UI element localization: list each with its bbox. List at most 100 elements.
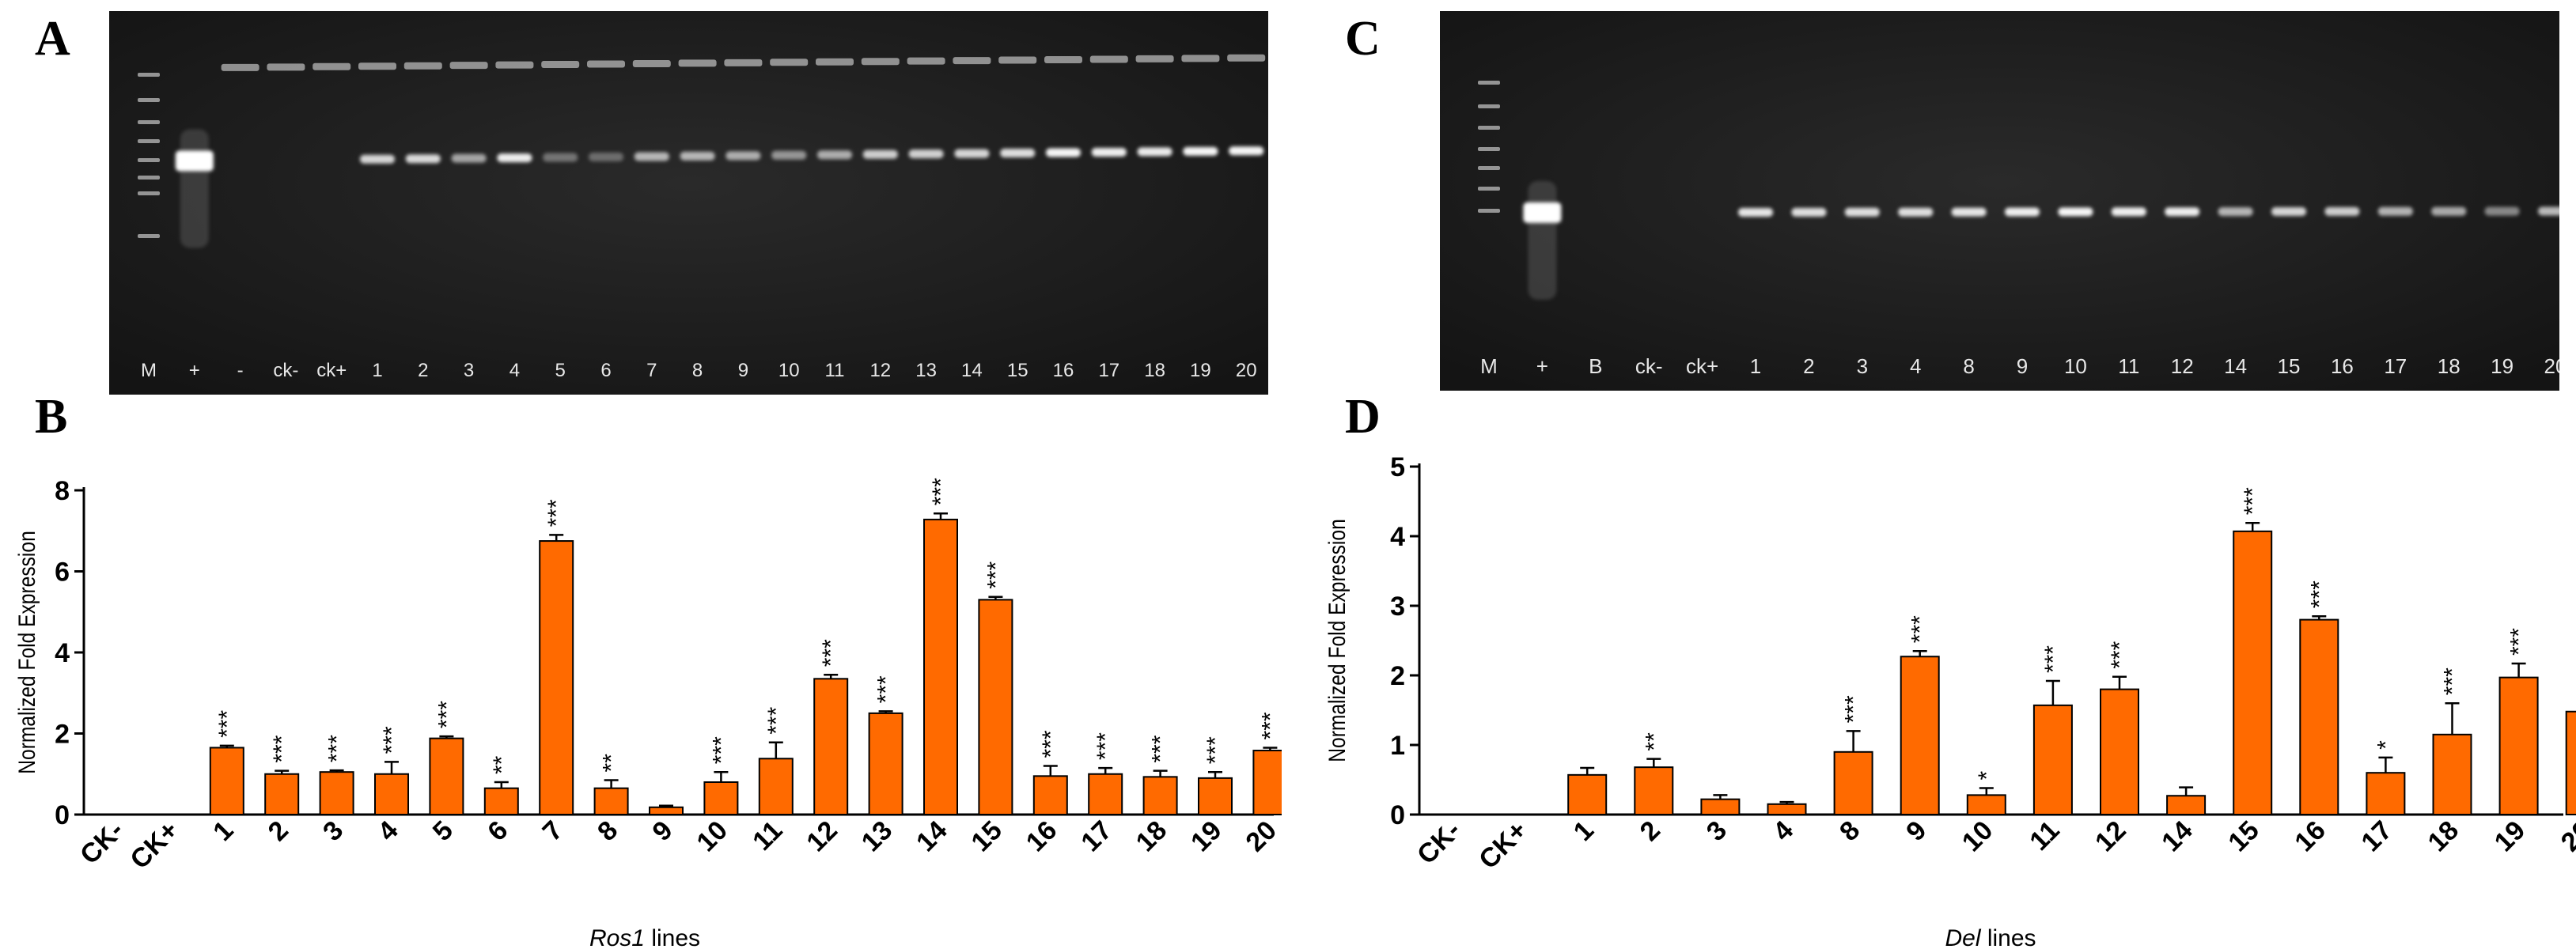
y-tick-label: 2	[55, 720, 70, 750]
y-tick-label: 1	[1390, 731, 1405, 761]
panel-letter-b: B	[35, 390, 68, 444]
gel-lane-label: 11	[825, 360, 845, 381]
bar	[2565, 710, 2576, 816]
ladder-band	[1478, 81, 1500, 85]
gel-lane-label: 8	[692, 360, 703, 381]
gel-a-canvas: M + - ck-ck+ 1 2 3 4 5 6 7 8 9 10 11 12 13 14 15 16 17 18 19 20	[109, 11, 1268, 395]
bar	[264, 773, 300, 815]
x-tick-label: 6	[482, 815, 513, 847]
y-axis-label: Normalized Fold Expression	[13, 531, 40, 774]
pcr-band	[1791, 207, 1827, 217]
pcr-band	[2271, 207, 2306, 216]
pcr-band	[908, 149, 944, 159]
x-tick-label: 19	[2489, 815, 2532, 858]
pcr-band	[725, 151, 761, 161]
x-tick-label: 3	[317, 815, 349, 847]
pcr-band	[954, 149, 990, 158]
x-tick-label: 15	[2222, 815, 2265, 858]
ladder-band	[1478, 209, 1500, 213]
gel-lane-label: M	[141, 360, 157, 381]
gel-lane-label: B	[1589, 354, 1602, 378]
x-tick-label: 12	[801, 815, 843, 858]
ladder-band	[1478, 126, 1500, 130]
gel-lane-label: 16	[2331, 354, 2354, 378]
gel-lane-label: 14	[2224, 354, 2247, 378]
pcr-band	[634, 152, 669, 161]
x-tick-label: 1	[207, 815, 239, 847]
gel-well	[632, 59, 671, 67]
pcr-band	[1523, 202, 1562, 223]
bar	[2166, 795, 2207, 815]
bar	[868, 712, 903, 815]
bar	[374, 773, 409, 815]
significance-marker: ***	[2506, 628, 2532, 656]
pcr-band	[2538, 206, 2559, 216]
gel-lane-label: 8	[1963, 354, 1974, 378]
gel-lane-label: 20	[1236, 360, 1257, 381]
ladder-band	[138, 176, 160, 180]
x-tick-label: 12	[2089, 815, 2132, 858]
bar	[593, 787, 629, 815]
gel-well	[403, 62, 442, 70]
significance-marker: ***	[1093, 732, 1119, 760]
gel-well	[998, 56, 1037, 64]
x-tick-label: CK+	[1473, 815, 1533, 875]
pcr-band	[862, 149, 898, 159]
significance-marker: ***	[2107, 641, 2133, 668]
bar	[758, 758, 794, 815]
gel-well	[1044, 56, 1082, 63]
bar	[483, 787, 519, 815]
bar	[703, 781, 739, 815]
significance-marker: ***	[1257, 712, 1282, 739]
significance-marker: ***	[873, 675, 900, 703]
significance-marker: ***	[2573, 658, 2576, 686]
pcr-band	[1091, 147, 1127, 157]
significance-marker: ***	[2306, 580, 2332, 608]
significance-marker: ***	[763, 706, 790, 734]
x-tick-label: 2	[1635, 815, 1666, 847]
pcr-band	[1000, 149, 1036, 158]
bar	[209, 747, 244, 815]
pcr-band	[680, 151, 715, 161]
x-axis-label-italic: Ros1	[589, 925, 645, 949]
ladder-band	[1478, 104, 1500, 108]
x-tick-label: 4	[372, 815, 403, 847]
x-tick-label: 16	[2289, 815, 2332, 858]
bar	[2100, 688, 2139, 815]
significance-marker: *	[2373, 740, 2399, 750]
x-tick-label: 18	[2423, 815, 2465, 858]
x-axis-label-italic: Del	[1945, 925, 1981, 949]
x-tick-label: 11	[2024, 815, 2065, 856]
y-tick-label: 4	[55, 638, 70, 668]
significance-marker: ***	[1907, 615, 1934, 643]
x-axis-label-rest: lines	[645, 925, 700, 949]
pcr-band	[817, 150, 852, 160]
gel-well	[495, 61, 534, 69]
pcr-band	[2218, 207, 2253, 217]
bar-chart-ros1: 0 2 4 6 8 Normalized Fold Expression CK- CK+ ***…	[0, 443, 1282, 949]
bar	[539, 540, 574, 815]
y-tick-label: 0	[1390, 800, 1405, 830]
gel-well	[587, 60, 625, 68]
gel-well	[541, 61, 580, 69]
gel-well	[1227, 54, 1266, 62]
pcr-band	[1229, 146, 1264, 156]
x-tick-label: 9	[1900, 815, 1932, 847]
significance-marker: ***	[379, 726, 405, 754]
gel-well	[267, 63, 305, 71]
gel-lane-label: ck+	[316, 360, 347, 381]
x-tick-label: 11	[747, 815, 788, 856]
x-tick-label: 14	[911, 815, 953, 858]
ladder-band	[1478, 166, 1500, 170]
gel-lane-label: 1	[372, 360, 382, 381]
gel-well	[770, 59, 809, 66]
pcr-band	[771, 150, 807, 160]
gel-well	[358, 62, 396, 70]
gel-lane-label: 16	[1053, 360, 1074, 381]
bar	[1142, 776, 1178, 815]
y-tick-label: 3	[1390, 592, 1405, 622]
bar	[1966, 794, 2006, 815]
gel-lane-label: 19	[1190, 360, 1211, 381]
gel-lane-label: 9	[2017, 354, 2028, 378]
